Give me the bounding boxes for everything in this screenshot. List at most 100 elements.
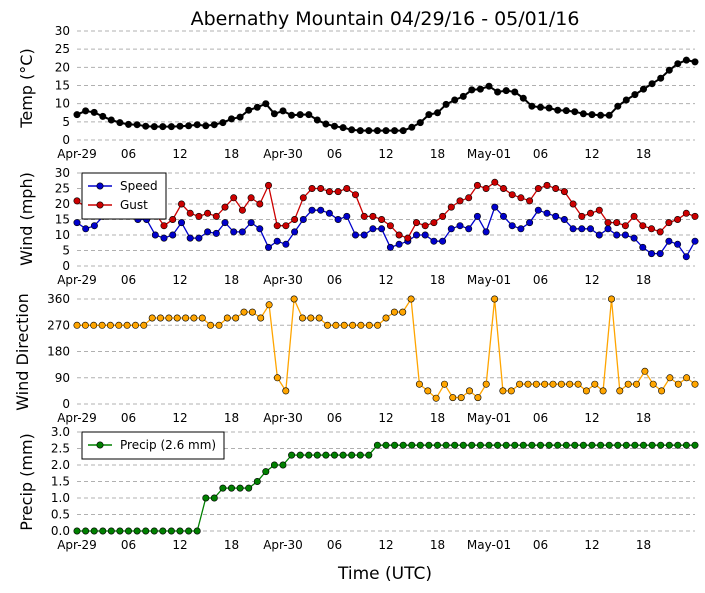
data-point [315,314,323,322]
data-point [228,484,236,492]
data-point [616,387,624,395]
data-point [232,314,240,322]
data-point [90,108,98,116]
data-point [465,387,473,395]
data-point [391,127,399,135]
data-point [494,88,502,96]
y-tick-label: 15 [55,213,70,227]
data-point [98,321,106,329]
data-point [491,178,499,186]
data-point [365,451,373,459]
data-point [473,212,481,220]
data-point [142,122,150,130]
data-point [508,222,516,230]
data-point [186,209,194,217]
data-point [613,231,621,239]
x-tick-label: 06 [327,273,342,287]
legend-label: Precip (2.6 mm) [120,438,216,452]
legend-swatch-marker [96,182,104,190]
data-point [265,301,273,309]
x-tick-label: 06 [327,147,342,161]
data-point [605,111,613,119]
legend-box [81,172,167,220]
data-point [507,387,515,395]
data-point [262,100,270,108]
x-tick-label: 06 [121,538,136,552]
legend-label: Speed [120,179,158,193]
data-point [554,441,562,449]
x-tick-label: 18 [430,273,445,287]
x-tick-label: 06 [533,147,548,161]
data-point [579,110,587,118]
y-axis-label: Wind (mph) [17,172,36,266]
data-point [382,127,390,135]
data-point [562,107,570,115]
data-point [691,58,699,66]
data-point [569,200,577,208]
data-point [621,231,629,239]
y-tick-label: 270 [47,318,70,332]
data-point [198,314,206,322]
data-point [502,441,510,449]
data-point [207,321,215,329]
data-point [279,107,287,115]
data-point [456,222,464,230]
data-point [378,225,386,233]
data-point [386,243,394,251]
data-point [578,225,586,233]
data-point [264,181,272,189]
data-point [382,441,390,449]
data-point [474,394,482,402]
legend-precip: Precip (2.6 mm) [81,431,225,460]
data-point [178,200,186,208]
data-point [176,527,184,535]
data-point [73,321,81,329]
chart-title: Abernathy Mountain 04/29/16 - 05/01/16 [191,8,580,30]
panel-precip: 0.0 0.5 1.0 1.5 2.0 2.5 3.0 Apr-29 06 12 18 Apr-30 0… [17,425,699,552]
data-point [433,441,441,449]
data-point [378,216,386,224]
data-point [82,107,90,115]
data-point [631,441,639,449]
data-point [273,222,281,230]
data-point [202,494,210,502]
data-point [178,219,186,227]
data-point [238,206,246,214]
data-point [296,111,304,119]
data-point [404,234,412,242]
data-point [257,314,265,322]
data-point [190,314,198,322]
data-point [99,112,107,120]
legend-label: Gust [120,198,148,212]
data-point [160,234,168,242]
data-point [524,380,532,388]
data-point [543,209,551,217]
data-point [526,219,534,227]
data-point [416,119,424,127]
data-point [630,212,638,220]
data-point [186,234,194,242]
y-tick-label: 10 [55,97,70,111]
data-point [447,225,455,233]
y-tick-label: 25 [55,42,70,56]
data-point [597,111,605,119]
data-point [248,308,256,316]
data-point [532,380,540,388]
data-point [442,100,450,108]
data-point [291,216,299,224]
data-point [150,527,158,535]
data-point [116,527,124,535]
x-tick-label: 12 [584,538,599,552]
data-point [485,441,493,449]
data-point [526,197,534,205]
data-point [630,234,638,242]
data-point [382,314,390,322]
data-point [499,185,507,193]
data-point [494,441,502,449]
data-point [150,123,158,131]
data-point [499,212,507,220]
data-point [476,441,484,449]
series-temp-0 [73,56,699,135]
data-point [107,116,115,124]
